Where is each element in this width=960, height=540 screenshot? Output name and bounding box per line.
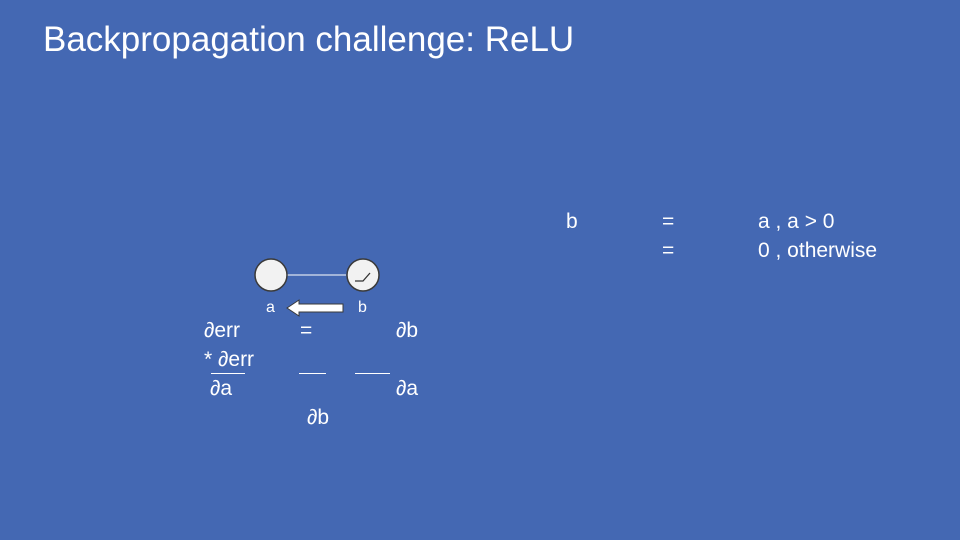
equation-rhs-numerator: ∂b xyxy=(396,319,419,342)
equation-lhs-numerator: ∂err xyxy=(204,319,241,342)
node-b-label: b xyxy=(358,299,367,316)
equation-middle-denominator: ∂b xyxy=(307,406,330,429)
slide-title: Backpropagation challenge: ReLU xyxy=(43,20,575,59)
fraction-bar-left xyxy=(211,373,245,374)
relu-var: b xyxy=(566,210,578,233)
equation-equals: = xyxy=(300,319,313,342)
left-arrow-icon xyxy=(286,299,344,317)
equation-rhs-denominator: ∂a xyxy=(396,377,419,400)
relu-equals-1: = xyxy=(662,210,675,233)
fraction-bar-middle xyxy=(299,373,326,374)
node-b xyxy=(346,258,380,292)
relu-equals-2: = xyxy=(662,239,675,262)
relu-activation-icon xyxy=(355,272,371,282)
relu-case-otherwise: 0 , otherwise xyxy=(758,239,878,262)
node-a-label: a xyxy=(266,299,275,316)
relu-case-positive: a , a > 0 xyxy=(758,210,835,233)
equation-product-term: * ∂err xyxy=(204,348,255,371)
equation-lhs-denominator: ∂a xyxy=(210,377,233,400)
node-a xyxy=(254,258,288,292)
fraction-bar-right xyxy=(355,373,390,374)
